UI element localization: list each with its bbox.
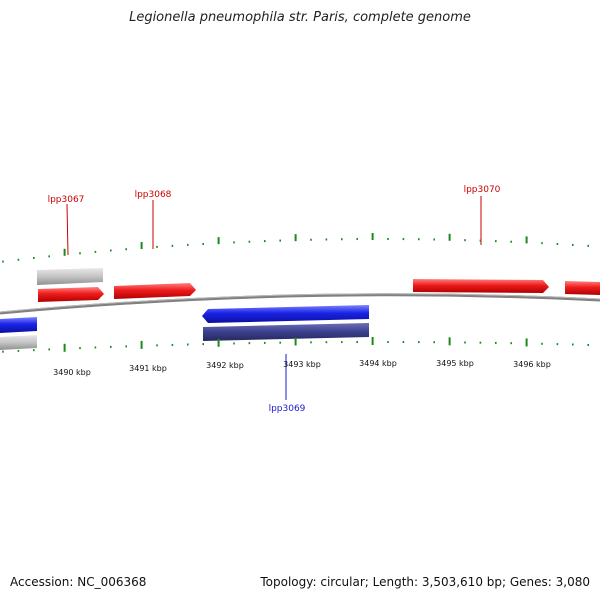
feature-left-edge[interactable] bbox=[0, 335, 37, 350]
scale-ticks bbox=[2, 233, 590, 353]
scale-label-3490: 3490 kbp bbox=[53, 368, 91, 377]
genome-backbone bbox=[0, 293, 600, 315]
gene-label-lpp3069[interactable]: lpp3069 bbox=[269, 404, 306, 414]
scale-label-3492: 3492 kbp bbox=[206, 361, 244, 370]
accession-text: Accession: NC_006368 bbox=[10, 575, 147, 589]
summary-text: Topology: circular; Length: 3,503,610 bp… bbox=[260, 575, 590, 589]
scale-label-3495: 3495 kbp bbox=[436, 359, 474, 368]
gene-arrow-right-edge[interactable] bbox=[565, 281, 600, 295]
gene-arrow-lpp3070[interactable] bbox=[413, 279, 549, 293]
gene-arrow-left-edge[interactable] bbox=[0, 317, 37, 333]
label-connector-lpp3067 bbox=[66, 203, 69, 256]
feature-lpp3067[interactable] bbox=[37, 268, 103, 285]
gene-arrow-lpp3068[interactable] bbox=[114, 283, 196, 299]
genome-backbone-highlight bbox=[0, 293, 600, 313]
gene-label-lpp3070[interactable]: lpp3070 bbox=[464, 185, 501, 195]
scale-label-3491: 3491 kbp bbox=[129, 364, 167, 373]
gene-label-lpp3067[interactable]: lpp3067 bbox=[48, 195, 85, 205]
gene-label-lpp3068[interactable]: lpp3068 bbox=[135, 190, 172, 200]
feature-lpp3069[interactable] bbox=[203, 323, 369, 341]
scale-label-3496: 3496 kbp bbox=[513, 360, 551, 369]
scale-label-3494: 3494 kbp bbox=[359, 359, 397, 368]
scale-label-3493: 3493 kbp bbox=[283, 360, 321, 369]
map-title: Legionella pneumophila str. Paris, compl… bbox=[129, 10, 471, 25]
gene-arrow-lpp3069[interactable] bbox=[202, 305, 369, 323]
gene-arrow-lpp3067[interactable] bbox=[38, 287, 104, 302]
